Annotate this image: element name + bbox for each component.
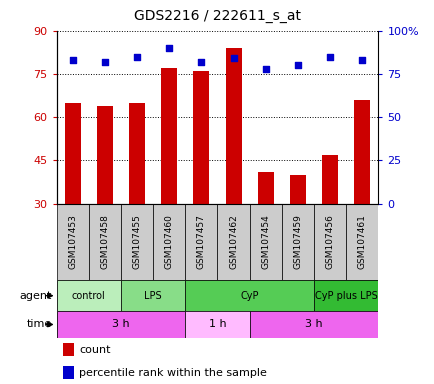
Bar <box>225 48 241 290</box>
Bar <box>56 280 121 311</box>
Text: GSM107455: GSM107455 <box>132 215 141 269</box>
Bar <box>257 172 273 290</box>
Point <box>294 62 301 68</box>
Bar <box>289 175 305 290</box>
Bar <box>56 311 185 338</box>
Text: GSM107457: GSM107457 <box>197 215 205 269</box>
Text: CyP: CyP <box>240 291 258 301</box>
Bar <box>313 204 345 280</box>
Point <box>165 45 172 51</box>
Text: 3 h: 3 h <box>305 319 322 329</box>
Point <box>133 53 140 60</box>
Text: CyP plus LPS: CyP plus LPS <box>314 291 377 301</box>
Point <box>197 59 204 65</box>
Bar <box>321 154 338 290</box>
Text: GSM107456: GSM107456 <box>325 215 334 269</box>
Text: GSM107458: GSM107458 <box>100 215 109 269</box>
Text: LPS: LPS <box>144 291 161 301</box>
Text: 3 h: 3 h <box>112 319 129 329</box>
Text: agent: agent <box>20 291 52 301</box>
Text: GSM107459: GSM107459 <box>293 215 302 269</box>
Bar <box>193 71 209 290</box>
Text: GSM107462: GSM107462 <box>229 215 237 269</box>
Point <box>230 55 237 61</box>
Text: GSM107460: GSM107460 <box>164 215 173 269</box>
Bar <box>313 280 378 311</box>
Bar <box>153 204 185 280</box>
Bar <box>249 311 378 338</box>
Bar <box>353 100 369 290</box>
Point <box>101 59 108 65</box>
Text: GDS2216 / 222611_s_at: GDS2216 / 222611_s_at <box>134 9 300 23</box>
Bar <box>217 204 249 280</box>
Bar <box>89 204 121 280</box>
Point <box>69 57 76 63</box>
Point <box>262 66 269 72</box>
Bar <box>121 204 153 280</box>
Text: GSM107461: GSM107461 <box>357 215 366 269</box>
Bar <box>65 103 81 290</box>
Bar <box>185 204 217 280</box>
Bar <box>185 280 313 311</box>
Text: time: time <box>27 319 52 329</box>
Text: GSM107454: GSM107454 <box>261 215 270 269</box>
Text: control: control <box>72 291 105 301</box>
Bar <box>97 106 113 290</box>
Text: percentile rank within the sample: percentile rank within the sample <box>79 368 266 378</box>
Bar <box>281 204 313 280</box>
Bar <box>56 204 89 280</box>
Point <box>326 53 333 60</box>
Bar <box>121 280 185 311</box>
Bar <box>128 103 145 290</box>
Bar <box>63 343 74 356</box>
Bar <box>345 204 378 280</box>
Text: 1 h: 1 h <box>208 319 226 329</box>
Bar <box>161 68 177 290</box>
Point <box>358 57 365 63</box>
Text: GSM107453: GSM107453 <box>68 215 77 269</box>
Bar <box>185 311 249 338</box>
Bar <box>63 366 74 379</box>
Text: count: count <box>79 345 110 355</box>
Bar <box>249 204 281 280</box>
